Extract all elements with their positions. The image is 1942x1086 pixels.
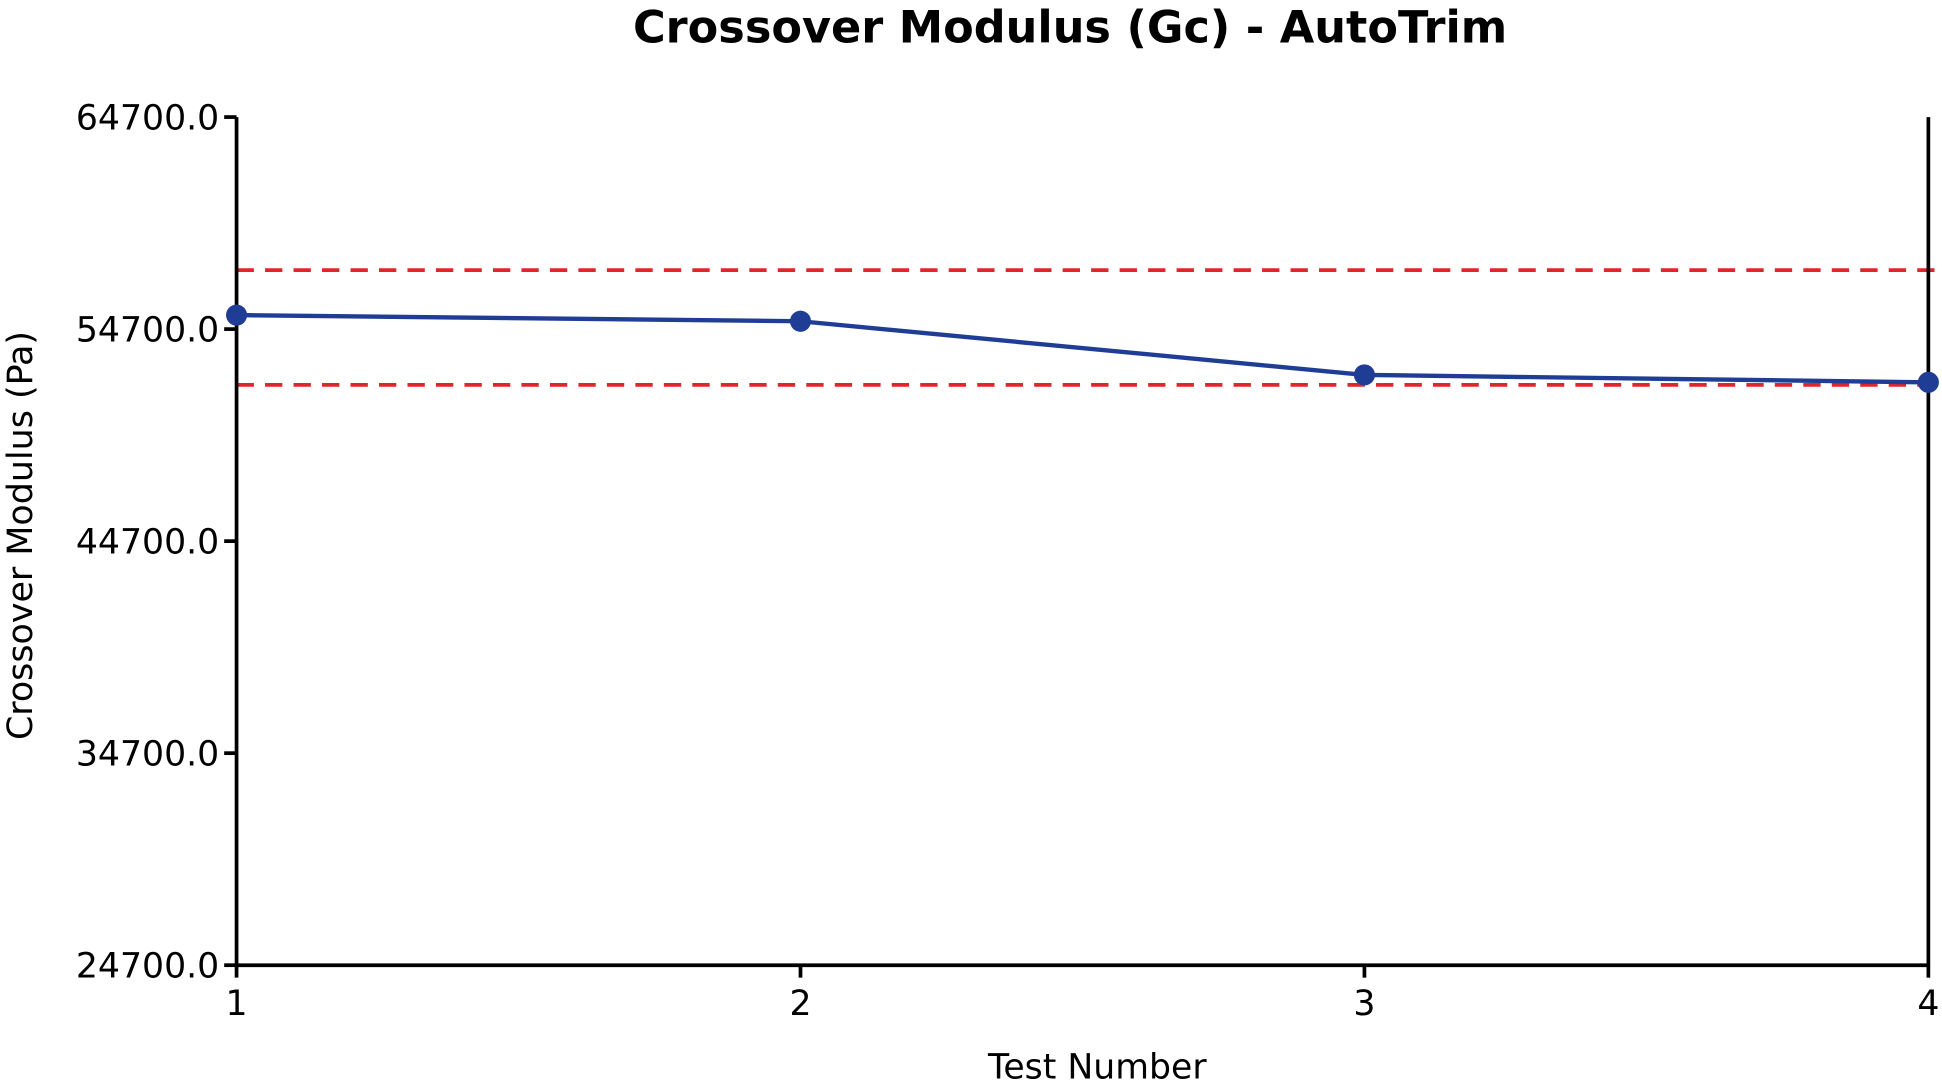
x-tick-label: 3 (1353, 984, 1375, 1024)
x-tick-label: 4 (1917, 984, 1939, 1024)
data-point-4 (1917, 371, 1939, 393)
y-tick-label: 34700.0 (76, 735, 219, 775)
data-point-3 (1353, 364, 1375, 386)
series-line (236, 312, 1929, 385)
y-tick-label: 44700.0 (76, 523, 219, 563)
x-axis-label: Test Number (987, 1047, 1207, 1086)
x-tick-label: 1 (226, 984, 248, 1024)
y-tick-label: 24700.0 (76, 947, 219, 987)
plot-area: 24700.0 34700.0 44700.0 54700.0 64700.0 1 2 3 4 (76, 98, 1942, 1024)
y-tick-label: 64700.0 (76, 98, 219, 138)
x-tick-label: 2 (789, 984, 811, 1024)
chart-title: Crossover Modulus (Gc) - AutoTrim (633, 0, 1507, 53)
y-axis-label: Crossover Modulus (Pa) (1, 331, 41, 740)
data-point-2 (789, 310, 812, 332)
data-point-1 (226, 304, 248, 326)
y-tick-label: 54700.0 (76, 310, 219, 350)
